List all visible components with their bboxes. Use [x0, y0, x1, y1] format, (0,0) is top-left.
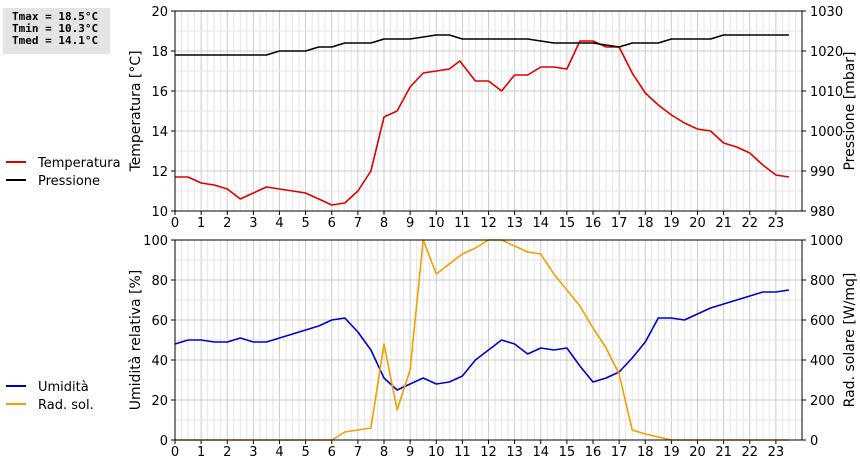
y2-tick-label: 0 — [810, 434, 818, 449]
y-tick-label: 16 — [151, 85, 168, 100]
y2-tick-label: 600 — [810, 314, 835, 329]
x-tick-label: 10 — [428, 216, 445, 231]
series-line — [175, 34, 789, 56]
x-tick-label: 21 — [715, 445, 732, 460]
x-tick-label: 1 — [197, 216, 205, 231]
plot-frame — [174, 10, 803, 212]
x-tick-label: 21 — [715, 216, 732, 231]
y-axis-title: Temperatura [°C] — [128, 50, 144, 172]
x-tick-label: 5 — [301, 445, 309, 460]
x-tick-label: 13 — [506, 445, 523, 460]
legend-label: Umidità — [38, 380, 89, 395]
series-line — [175, 239, 789, 441]
x-tick-label: 0 — [171, 445, 179, 460]
x-tick-label: 18 — [637, 216, 654, 231]
series-line — [175, 40, 790, 206]
legend-label: Rad. sol. — [38, 398, 94, 413]
x-tick-label: 15 — [559, 445, 576, 460]
y-tick-label: 40 — [151, 354, 168, 369]
tmax-label: Tmax = 18.5°C — [12, 10, 99, 23]
x-tick-label: 4 — [275, 445, 283, 460]
x-tick-label: 1 — [197, 445, 205, 460]
tmin-label: Tmin = 10.3°C — [12, 22, 99, 35]
x-tick-label: 19 — [663, 445, 680, 460]
x-tick-label: 3 — [249, 445, 257, 460]
x-tick-label: 2 — [223, 216, 231, 231]
plot-frame — [174, 239, 803, 441]
x-tick-label: 8 — [380, 445, 388, 460]
y2-axis-title: Pressione [mbar] — [842, 51, 858, 170]
y-tick-label: 14 — [151, 125, 168, 140]
y-tick-label: 12 — [151, 165, 168, 180]
x-tick-label: 20 — [689, 445, 706, 460]
x-tick-label: 16 — [585, 445, 602, 460]
y-tick-label: 20 — [151, 5, 168, 20]
x-tick-label: 18 — [637, 445, 654, 460]
x-tick-label: 13 — [506, 216, 523, 231]
x-tick-label: 20 — [689, 216, 706, 231]
x-tick-label: 11 — [454, 445, 471, 460]
y-tick-label: 20 — [151, 394, 168, 409]
x-tick-label: 9 — [406, 445, 414, 460]
x-tick-label: 3 — [249, 216, 257, 231]
x-tick-label: 9 — [406, 216, 414, 231]
y2-tick-label: 1020 — [810, 45, 843, 60]
x-tick-label: 17 — [611, 216, 628, 231]
y2-tick-label: 1000 — [810, 234, 843, 249]
y-tick-label: 60 — [151, 314, 168, 329]
x-tick-label: 11 — [454, 216, 471, 231]
x-tick-label: 22 — [741, 445, 758, 460]
y2-tick-label: 1030 — [810, 5, 843, 20]
stats-box: Tmax = 18.5°C Tmin = 10.3°C Tmed = 14.1°… — [3, 8, 110, 54]
y2-tick-label: 200 — [810, 394, 835, 409]
x-tick-label: 14 — [532, 216, 549, 231]
y2-tick-label: 1000 — [810, 125, 843, 140]
x-tick-label: 23 — [768, 216, 785, 231]
x-tick-label: 7 — [354, 445, 362, 460]
x-tick-label: 22 — [741, 216, 758, 231]
x-tick-label: 0 — [171, 216, 179, 231]
x-tick-label: 5 — [301, 216, 309, 231]
y-axis-title: Umidità relativa [%] — [128, 270, 144, 411]
x-tick-label: 6 — [328, 445, 336, 460]
x-tick-label: 23 — [768, 445, 785, 460]
legend-label: Pressione — [38, 174, 100, 189]
x-tick-label: 14 — [532, 445, 549, 460]
x-tick-label: 16 — [585, 216, 602, 231]
y-tick-label: 100 — [143, 234, 168, 249]
legend-label: Temperatura — [37, 156, 121, 171]
x-tick-label: 19 — [663, 216, 680, 231]
y2-tick-label: 980 — [810, 205, 835, 220]
y-tick-label: 0 — [160, 434, 168, 449]
y-tick-label: 10 — [151, 205, 168, 220]
series-line — [174, 289, 790, 391]
y2-tick-label: 990 — [810, 165, 835, 180]
y2-tick-label: 400 — [810, 354, 835, 369]
y2-tick-label: 800 — [810, 274, 835, 289]
x-tick-label: 6 — [328, 216, 336, 231]
x-tick-label: 10 — [428, 445, 445, 460]
tmed-label: Tmed = 14.1°C — [12, 34, 99, 47]
x-tick-label: 2 — [223, 445, 231, 460]
y2-axis-title: Rad. solare [W/mq] — [842, 273, 858, 408]
x-tick-label: 7 — [354, 216, 362, 231]
y-tick-label: 80 — [151, 274, 168, 289]
x-tick-label: 12 — [480, 216, 497, 231]
x-tick-label: 12 — [480, 445, 497, 460]
x-tick-label: 4 — [275, 216, 283, 231]
y-tick-label: 18 — [151, 45, 168, 60]
y2-tick-label: 1010 — [810, 85, 843, 100]
x-tick-label: 8 — [380, 216, 388, 231]
x-tick-label: 15 — [559, 216, 576, 231]
x-tick-label: 17 — [611, 445, 628, 460]
